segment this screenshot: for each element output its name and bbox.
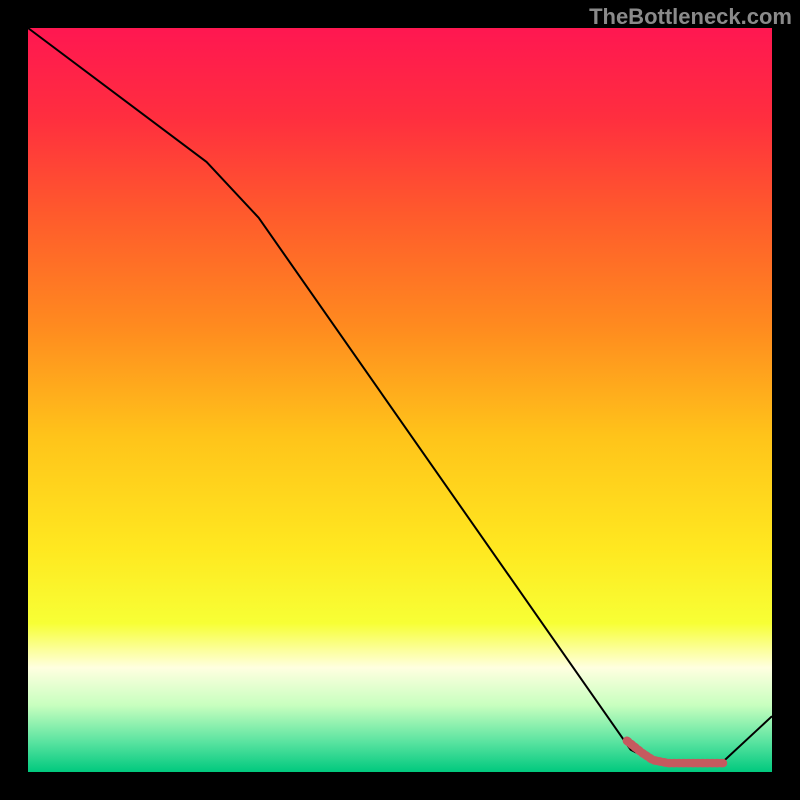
chart-container: TheBottleneck.com <box>0 0 800 800</box>
watermark-text: TheBottleneck.com <box>589 4 792 30</box>
plot-area <box>28 28 772 772</box>
bottleneck-chart <box>0 0 800 800</box>
